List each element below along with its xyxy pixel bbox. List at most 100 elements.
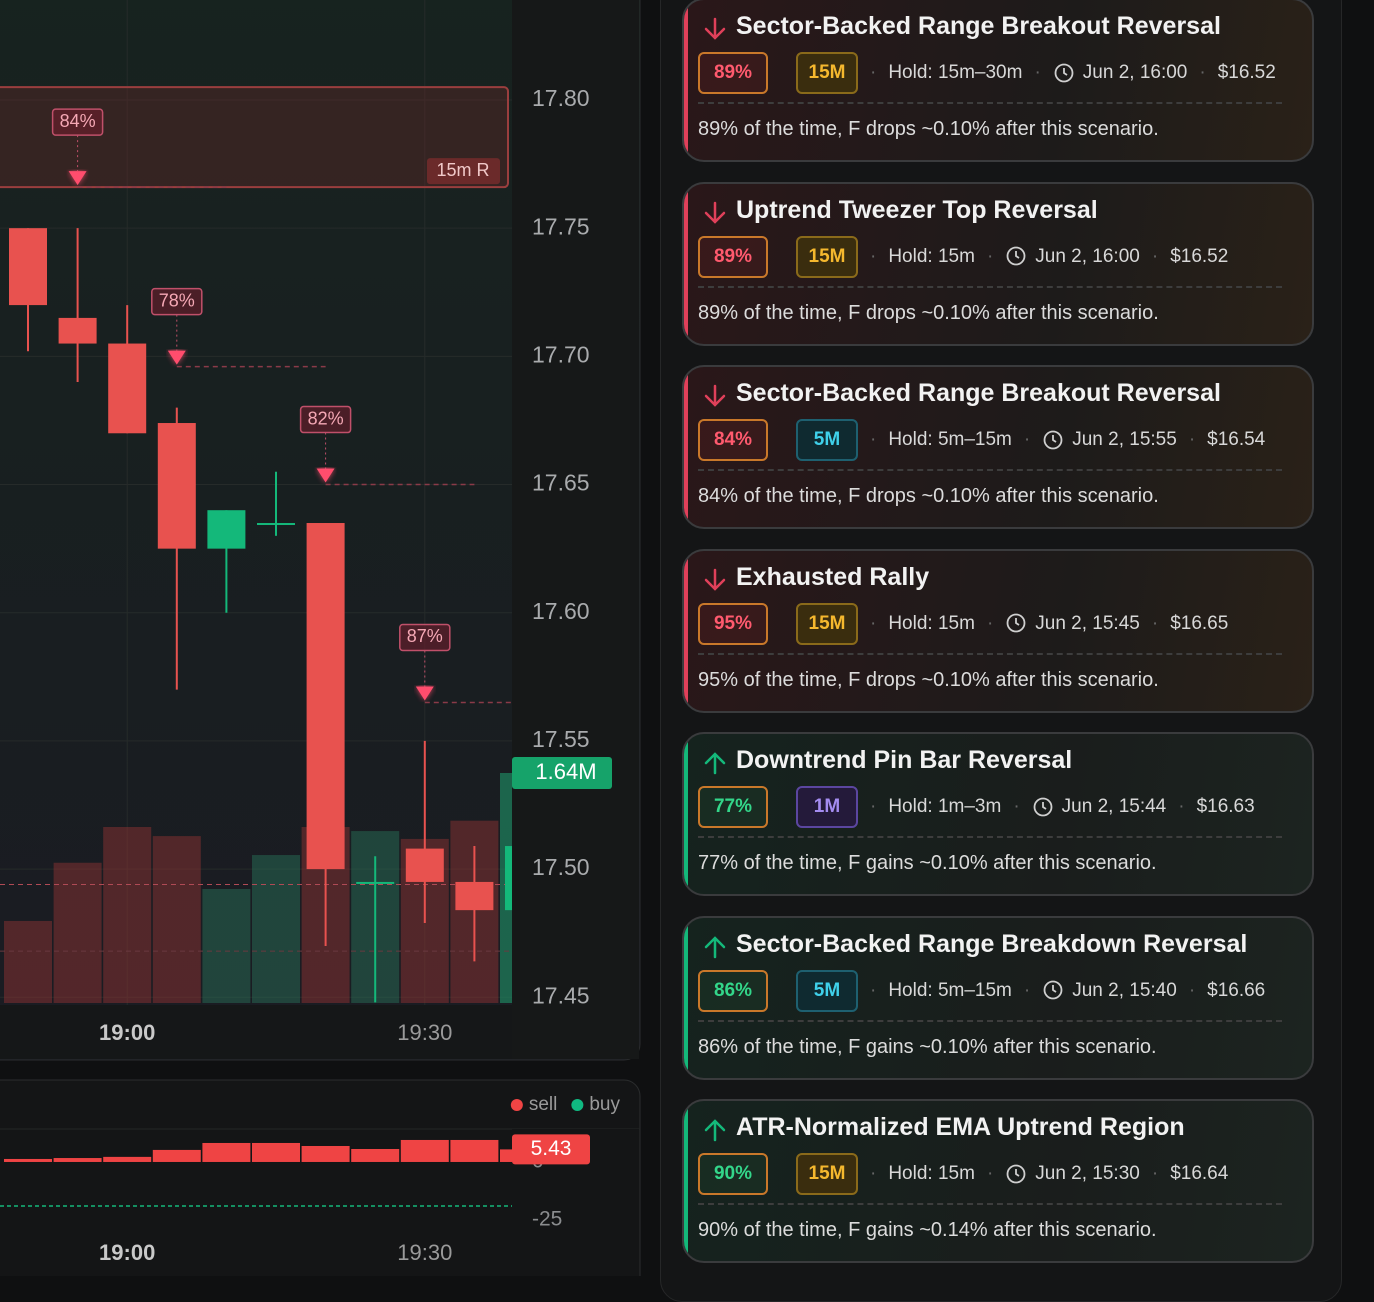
signal-card: Sector-Backed Range Breakdown Reversal 86… — [682, 915, 1314, 1080]
clock-icon — [1005, 245, 1035, 267]
timeframe-badge: 5M — [796, 419, 858, 461]
separator: · — [1151, 612, 1159, 634]
separator: · — [1188, 979, 1196, 1001]
card-meta: 89% 15M · Hold: 15m–30m · Jun 2, 16:00 · $16.52 — [698, 52, 1276, 94]
hold: Hold: 15m — [888, 1163, 975, 1184]
timeframe-badge: 5M — [796, 969, 858, 1012]
flow-bar — [152, 1149, 201, 1162]
card-meta: 95% 15M · Hold: 15m · Jun 2, 15:45 · $16.65 — [698, 602, 1229, 645]
separator: · — [1188, 429, 1196, 450]
legend-swatch — [571, 1099, 584, 1111]
signal-box — [399, 623, 451, 652]
direction-icon — [702, 383, 728, 414]
signal-card: Exhausted Rally 95% 15M · Hold: 15m · Jun 2, 1… — [682, 548, 1314, 713]
clock — [1043, 981, 1063, 1000]
card-accent — [684, 550, 688, 711]
separator: · — [1013, 796, 1020, 817]
timeframe-badge: 1M — [796, 786, 858, 828]
arrow-down — [704, 384, 726, 407]
candle-body — [207, 510, 246, 549]
card-accent — [684, 367, 688, 527]
volume-label-box — [512, 757, 612, 789]
clock-icon — [1005, 1163, 1035, 1185]
flow-plot — [0, 1139, 512, 1207]
legend-label: sell — [529, 1094, 558, 1115]
signal-label: 82% — [308, 408, 344, 428]
separator: · — [1023, 979, 1031, 1001]
timeframe-badge: 15M — [796, 602, 858, 645]
description: 90% of the time, F gains ~0.14% after th… — [698, 1219, 1157, 1241]
signal-arrow — [167, 350, 186, 365]
direction-icon — [702, 750, 728, 781]
legend-swatch — [510, 1099, 523, 1111]
description: 95% of the time, F drops ~0.10% after th… — [698, 668, 1159, 691]
volume-bar — [252, 855, 300, 1003]
signal-card: Uptrend Tweezer Top Reversal 89% 15M · Hold:… — [682, 181, 1314, 346]
flow-bar — [4, 1158, 52, 1162]
time: Jun 2, 15:45 — [1035, 612, 1140, 634]
y-tick-label: 17.75 — [532, 213, 590, 239]
timeframe-badge: 15M — [796, 1153, 858, 1195]
candle-body — [58, 317, 97, 344]
signal-arrow — [415, 686, 434, 701]
arrow-down — [704, 17, 726, 40]
time: Jun 2, 16:00 — [1035, 245, 1140, 267]
clock — [1006, 614, 1026, 633]
clock — [1043, 430, 1063, 450]
card-accent — [684, 183, 688, 344]
volume-bar — [4, 920, 52, 1003]
arrow-up — [704, 1119, 726, 1142]
card-title: ATR-Normalized EMA Uptrend Region — [736, 1113, 1185, 1141]
arrow-down — [704, 201, 726, 224]
signal-label: 87% — [407, 626, 443, 646]
price-labels: 17.80 17.75 17.70 17.65 17.60 17.55 17.50 17.45… — [99, 85, 612, 1045]
flow-bar — [103, 1156, 152, 1162]
separator: · — [1034, 62, 1041, 83]
separator: · — [1151, 245, 1159, 267]
candle-body — [157, 423, 196, 549]
separator: · — [986, 1163, 994, 1184]
separator: · — [1199, 62, 1206, 83]
price: $16.65 — [1170, 612, 1229, 634]
separator: · — [870, 1163, 877, 1184]
clock — [1006, 1164, 1026, 1184]
direction-icon — [702, 934, 728, 965]
card-title: Downtrend Pin Bar Reversal — [736, 746, 1073, 774]
volume-bar — [53, 862, 102, 1003]
card-title: Sector-Backed Range Breakout Reversal — [736, 379, 1221, 407]
volume-bar — [202, 888, 251, 1003]
x-tick-label: 19:30 — [397, 1240, 452, 1265]
price: $16.66 — [1207, 979, 1266, 1001]
flow-bar — [301, 1145, 350, 1162]
signal-card: Downtrend Pin Bar Reversal 77% 1M · Hold: 1m… — [682, 732, 1314, 896]
clock-icon — [1053, 62, 1083, 84]
card-meta: 86% 5M · Hold: 5m–15m · Jun 2, 15:40 · $16.66 — [698, 969, 1266, 1012]
price-axis — [512, 0, 639, 1059]
separator: · — [1178, 796, 1185, 817]
time: Jun 2, 15:44 — [1061, 796, 1167, 817]
description: 86% of the time, F gains ~0.10% after th… — [698, 1035, 1157, 1058]
card-title: Exhausted Rally — [736, 562, 930, 591]
clock-icon — [1005, 612, 1035, 634]
volume-bar — [152, 836, 201, 1003]
separator: · — [1151, 1163, 1159, 1184]
clock — [1033, 797, 1053, 817]
card-meta: 77% 1M · Hold: 1m–3m · Jun 2, 15:44 · $16.63 — [698, 786, 1255, 828]
price: $16.64 — [1170, 1163, 1229, 1184]
x-tick-label: 19:00 — [99, 1020, 155, 1045]
direction-icon — [702, 200, 728, 231]
confidence-badge: 95% — [698, 602, 768, 645]
candle-body — [405, 848, 444, 882]
hold: Hold: 15m — [888, 245, 975, 267]
timeframe-badge: 15M — [796, 52, 858, 94]
separator: · — [870, 796, 877, 817]
divider — [698, 1019, 1282, 1022]
y-tick-label: 17.55 — [532, 726, 590, 752]
card-meta: 84% 5M · Hold: 5m–15m · Jun 2, 15:55 · $16.54 — [698, 419, 1265, 461]
separator: · — [986, 245, 994, 267]
card-accent — [684, 917, 688, 1078]
arrow-up — [704, 935, 726, 958]
description: 89% of the time, F drops ~0.10% after th… — [698, 301, 1159, 324]
